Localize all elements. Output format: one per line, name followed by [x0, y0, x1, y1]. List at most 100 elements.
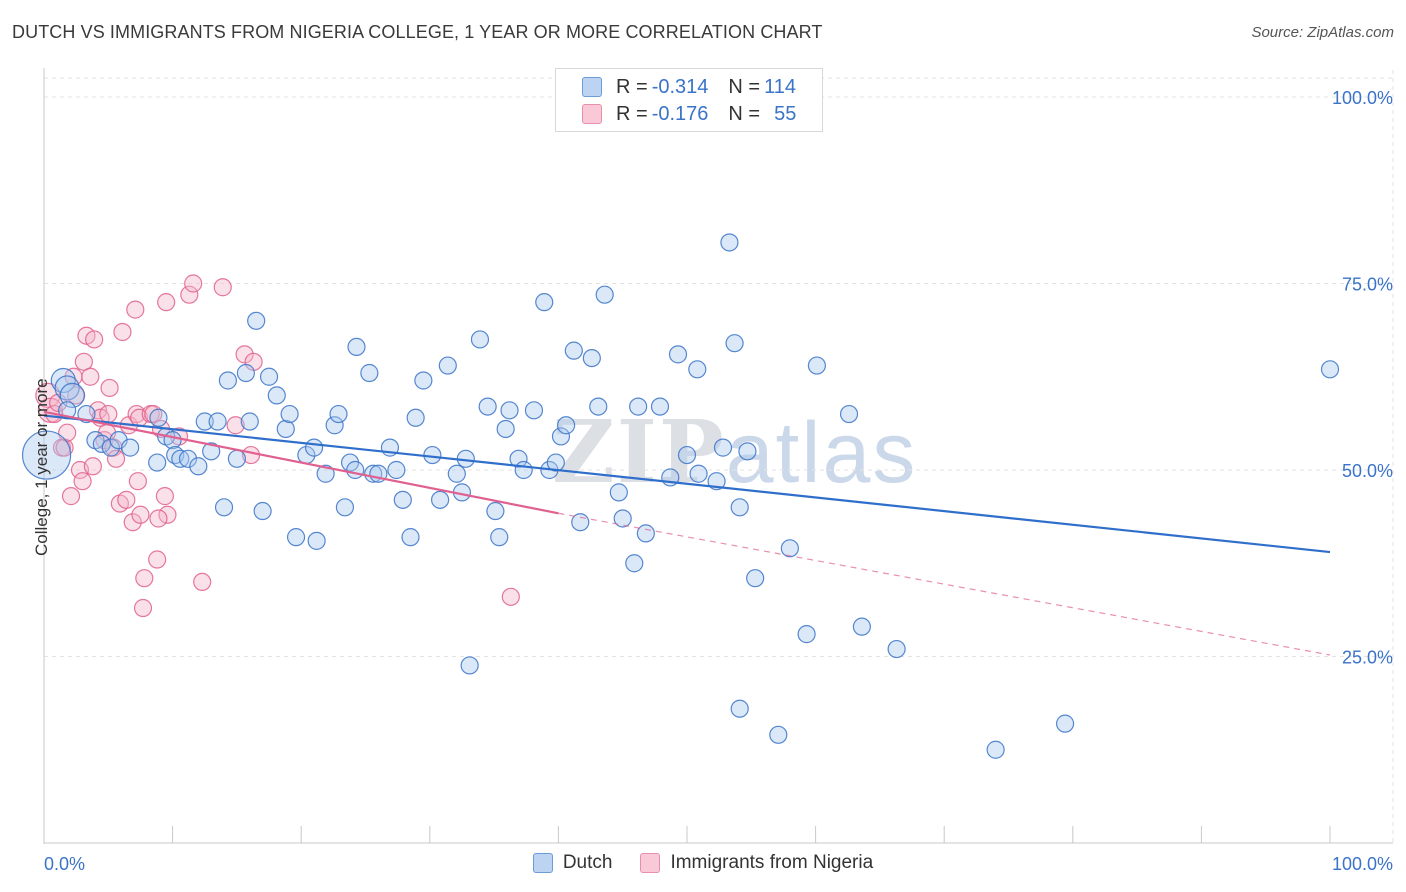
nigeria-trend-line — [43, 410, 559, 515]
dutch-point — [21, 430, 72, 480]
nigeria-point — [131, 505, 150, 524]
x-tick-label: 0.0% — [44, 854, 85, 874]
dutch-point — [346, 460, 365, 480]
dutch-point — [887, 639, 906, 659]
chart-title: DUTCH VS IMMIGRANTS FROM NIGERIA COLLEGE… — [12, 22, 823, 42]
dutch-point — [387, 460, 406, 480]
dutch-point — [557, 416, 576, 435]
watermark: ZIPatlas — [552, 402, 917, 503]
nigeria-point — [213, 278, 232, 297]
dutch-point — [689, 464, 708, 483]
dutch-point — [509, 449, 528, 468]
dutch-point — [625, 554, 644, 573]
dutch-point — [267, 386, 286, 405]
dutch-point — [546, 453, 565, 472]
dutch-point — [478, 397, 497, 416]
legend-swatch-dutch — [532, 853, 553, 873]
legend-item-nigeria[interactable]: Immigrants from Nigeria — [640, 852, 873, 874]
y-tick-label: 100.0% — [1332, 88, 1393, 108]
dutch-point — [240, 412, 259, 431]
y-axis-label: College, 1 year or more — [32, 378, 51, 556]
dutch-point — [1320, 360, 1340, 379]
dutch-point — [852, 617, 871, 636]
source-label: Source: ZipAtlas.com — [1251, 24, 1394, 41]
nigeria-point — [123, 513, 142, 532]
dutch-point — [490, 528, 509, 547]
nigeria-point — [88, 401, 108, 420]
legend-row-nigeria: R = -0.176 N = 55 — [582, 102, 796, 126]
legend-n-value: 114 — [764, 75, 796, 98]
dutch-point — [189, 457, 208, 476]
dutch-point — [730, 498, 749, 517]
dutch-point — [535, 293, 554, 312]
nigeria-point — [184, 274, 203, 293]
nigeria-point — [226, 416, 245, 435]
dutch-point — [780, 539, 799, 558]
dutch-point — [406, 408, 425, 427]
legend-n-label: N = — [728, 75, 761, 98]
dutch-point — [236, 363, 256, 383]
legend-swatch-nigeria — [640, 853, 661, 873]
dutch-point — [101, 438, 120, 457]
nigeria-point — [117, 490, 136, 509]
dutch-point — [582, 349, 601, 368]
legend-n-label: N = — [728, 102, 761, 125]
dutch-point — [438, 356, 457, 375]
dutch-point — [460, 656, 479, 675]
dutch-point — [713, 438, 733, 457]
legend-r-value: -0.314 — [651, 75, 709, 98]
dutch-point — [677, 445, 697, 465]
dutch-point — [195, 412, 214, 431]
correlation-legend: R = -0.314 N = 114 R = -0.176 N = 55 — [555, 68, 823, 132]
dutch-point — [769, 725, 788, 744]
dutch-point — [286, 528, 306, 547]
dutch-point — [149, 408, 168, 427]
nigeria-point — [73, 472, 92, 491]
trend-lines — [43, 410, 1331, 656]
dutch-point — [730, 699, 749, 718]
dutch-point — [551, 427, 571, 446]
dutch-point — [496, 419, 515, 439]
dutch-point — [335, 498, 355, 517]
dutch-trend-line — [43, 414, 1331, 554]
y-tick-label: 25.0% — [1342, 648, 1393, 668]
dutch-point — [247, 311, 266, 330]
dutch-point — [163, 431, 182, 450]
nigeria-point — [128, 472, 147, 491]
dutch-point — [725, 334, 744, 353]
dutch-point — [688, 360, 707, 379]
nigeria-point — [501, 587, 520, 606]
nigeria-point — [83, 457, 102, 476]
legend-n-value: 55 — [774, 102, 797, 125]
dutch-point — [500, 401, 519, 420]
y-tick-label: 75.0% — [1342, 275, 1393, 295]
dutch-point — [738, 442, 757, 461]
dutch-point — [839, 404, 859, 424]
legend-label-dutch: Dutch — [562, 852, 613, 873]
dutch-point — [1055, 714, 1075, 733]
nigeria-point — [157, 293, 176, 312]
legend-label-nigeria: Immigrants from Nigeria — [670, 852, 874, 873]
dutch-point — [148, 453, 167, 472]
dutch-point — [227, 449, 246, 468]
dutch-point — [253, 501, 272, 521]
dutch-point — [280, 404, 299, 424]
dutch-point — [486, 501, 505, 521]
dutch-point — [259, 367, 279, 386]
dutch-point — [329, 404, 348, 424]
nigeria-point — [113, 322, 132, 342]
legend-swatch-nigeria — [582, 104, 602, 124]
legend-row-dutch: R = -0.314 N = 114 — [582, 75, 796, 99]
legend-item-dutch[interactable]: Dutch — [532, 852, 613, 874]
nigeria-point — [193, 572, 212, 592]
nigeria-point — [106, 449, 126, 468]
legend-swatch-dutch — [582, 77, 602, 97]
dutch-point — [304, 438, 324, 457]
dutch-point — [414, 371, 433, 390]
dutch-point — [589, 397, 608, 416]
dutch-point — [393, 490, 412, 509]
y-tick-label: 50.0% — [1342, 461, 1393, 481]
dutch-point — [430, 490, 450, 509]
nigeria-point — [99, 404, 118, 424]
